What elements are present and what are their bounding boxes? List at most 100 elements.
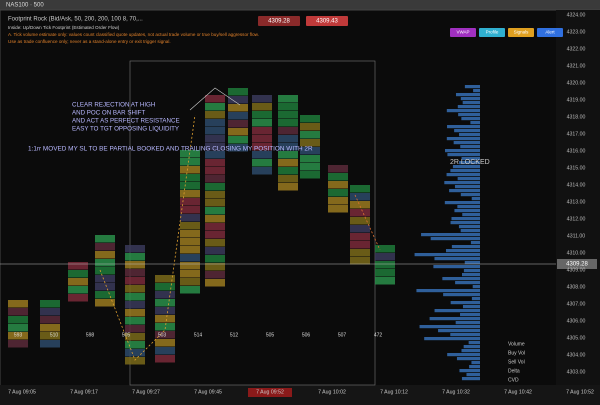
profile-bar <box>444 181 480 185</box>
footprint-cell <box>300 147 320 155</box>
annotation-trail: 1:1rr MOVED MY SL TO BE PARTIAL BOOKED A… <box>28 146 313 153</box>
footprint-cell <box>125 357 145 365</box>
volume-value: 506 <box>302 332 311 338</box>
footprint-cell <box>350 209 370 217</box>
footprint-cell <box>278 103 298 111</box>
price-axis-label: 4315.00 <box>567 165 586 171</box>
footprint-cell <box>125 253 145 261</box>
footprint-cell <box>125 293 145 301</box>
price-axis-label: 4305.00 <box>567 335 586 341</box>
profile-bar <box>433 265 480 269</box>
footprint-cell <box>95 275 115 283</box>
time-highlight <box>248 388 292 397</box>
profile-bar <box>468 341 480 345</box>
toolbar-button[interactable] <box>479 28 505 37</box>
annotation-rejection: EASY TO TGT OPPOSING LIQUIDITY <box>72 126 179 133</box>
profile-bar <box>434 309 480 313</box>
profile-bar <box>414 253 480 257</box>
annotation-rejection: CLEAR REJECTION AT HIGH <box>72 102 155 109</box>
footprint-cell <box>155 275 175 283</box>
profile-bar <box>461 349 480 353</box>
profile-bar <box>469 365 480 369</box>
profile-bar <box>457 105 480 109</box>
toolbar-button[interactable] <box>450 28 476 37</box>
footprint-cell <box>328 181 348 189</box>
chart-title: Footprint Rock (Bid/Ask, 50, 200, 200, 1… <box>8 17 143 23</box>
footprint-cell <box>125 341 145 349</box>
profile-bar <box>471 297 480 301</box>
footprint-cell <box>180 182 200 190</box>
profile-bar <box>453 141 480 145</box>
footprint-cell <box>252 103 272 111</box>
footprint-cell <box>205 231 225 239</box>
profile-bar <box>446 137 480 141</box>
footprint-cell <box>300 139 320 147</box>
current-price-tag <box>557 259 597 269</box>
time-axis-bg <box>0 385 600 405</box>
footprint-cell <box>252 159 272 167</box>
footprint-cell <box>350 233 370 241</box>
footprint-cell <box>155 339 175 347</box>
footprint-cell <box>95 291 115 299</box>
footprint-cell <box>180 238 200 246</box>
price-button-label[interactable]: 4309.43 <box>316 19 338 25</box>
profile-bar <box>434 257 480 261</box>
volume-value: 510 <box>50 332 59 338</box>
profile-bar <box>451 245 480 249</box>
toolbar-button[interactable] <box>508 28 534 37</box>
toolbar-button-label: VWAP <box>456 30 469 35</box>
footprint-cell <box>125 261 145 269</box>
footprint-cell <box>95 235 115 243</box>
footprint-cell <box>278 183 298 191</box>
info-line: A. Tick volume estimate only: values cou… <box>8 32 259 37</box>
profile-bar <box>454 185 480 189</box>
footprint-cell <box>95 299 115 307</box>
footprint-cell <box>205 255 225 263</box>
price-button <box>258 16 300 26</box>
footprint-cell <box>205 119 225 127</box>
footprint-cell <box>155 355 175 363</box>
time-axis-label: 7 Aug 10:52 <box>566 389 594 395</box>
footprint-cell <box>205 167 225 175</box>
footprint-cell <box>180 198 200 206</box>
stats-label: Volume <box>508 341 525 347</box>
footprint-cell <box>180 158 200 166</box>
profile-bar <box>461 377 480 381</box>
time-axis-label: 7 Aug 10:42 <box>504 389 532 395</box>
stats-label: CVD <box>508 377 519 383</box>
footprint-cell <box>125 309 145 317</box>
footprint-cell <box>155 315 175 323</box>
profile-bar <box>457 205 480 209</box>
footprint-cell <box>350 185 370 193</box>
footprint-cell <box>252 135 272 143</box>
footprint-cell <box>375 277 395 285</box>
profile-bar <box>444 149 480 153</box>
profile-bar <box>455 321 480 325</box>
window-title: NAS100 · 500 <box>6 3 44 9</box>
footprint-cell <box>228 96 248 104</box>
footprint-cell <box>95 243 115 251</box>
footprint-cell <box>375 253 395 261</box>
footprint-cell <box>278 111 298 119</box>
profile-bar <box>458 113 480 117</box>
footprint-cell <box>252 119 272 127</box>
price-button-label[interactable]: 4309.28 <box>268 19 290 25</box>
price-axis-bg <box>556 10 600 385</box>
profile-bar <box>450 221 480 225</box>
footprint-cell <box>350 249 370 257</box>
profile-bar <box>463 345 480 349</box>
footprint-cell <box>375 245 395 253</box>
time-axis-label: 7 Aug 09:17 <box>70 389 98 395</box>
profile-bar <box>470 241 480 245</box>
footprint-cell <box>328 197 348 205</box>
toolbar-button[interactable] <box>537 28 563 37</box>
profile-bar <box>461 273 480 277</box>
price-axis-label: 4304.00 <box>567 352 586 358</box>
profile-bar <box>447 153 480 157</box>
profile-bar <box>460 145 480 149</box>
price-axis-label: 4318.00 <box>567 114 586 120</box>
footprint-cell <box>205 247 225 255</box>
profile-bar <box>471 361 480 365</box>
title-bar <box>0 0 600 10</box>
